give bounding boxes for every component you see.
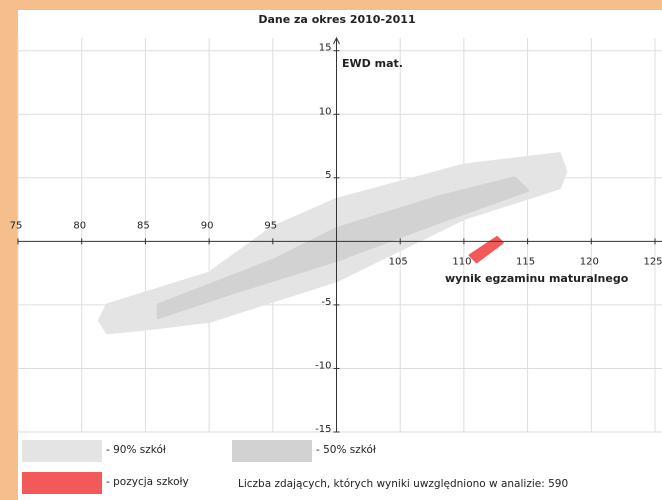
x-tick-label: 95 — [264, 220, 277, 231]
x-tick-label: 105 — [389, 256, 408, 267]
legend-swatch — [22, 472, 102, 494]
x-axis-label: wynik egzaminu maturalnego — [445, 272, 629, 285]
x-tick-label: 120 — [580, 256, 599, 267]
legend-swatch — [232, 440, 312, 462]
legend-label: - pozycja szkoły — [106, 476, 189, 488]
y-axis-label: EWD mat. — [342, 57, 403, 70]
legend-label: - 50% szkół — [316, 444, 376, 456]
region — [156, 176, 530, 320]
footnote: Liczba zdających, których wyniki uwzględ… — [238, 478, 568, 490]
x-tick-label: 110 — [452, 256, 471, 267]
x-tick-label: 85 — [137, 220, 150, 231]
legend-label: - 90% szkół — [106, 444, 166, 456]
y-tick-label: -15 — [315, 424, 331, 435]
x-tick-label: 75 — [10, 220, 23, 231]
x-tick-label: 90 — [201, 220, 214, 231]
region — [468, 236, 504, 264]
y-tick-label: 5 — [325, 170, 331, 181]
x-tick-label: 125 — [643, 256, 662, 267]
chart-title: Dane za okres 2010-2011 — [258, 13, 415, 26]
y-axis-arrow — [333, 36, 340, 45]
y-tick-label: 10 — [319, 106, 332, 117]
y-tick-label: -5 — [322, 297, 332, 308]
y-tick-label: 15 — [319, 43, 332, 54]
x-tick-label: 115 — [516, 256, 535, 267]
x-tick-label: 80 — [73, 220, 86, 231]
legend-swatch — [22, 440, 102, 462]
y-tick-label: -10 — [315, 360, 331, 371]
